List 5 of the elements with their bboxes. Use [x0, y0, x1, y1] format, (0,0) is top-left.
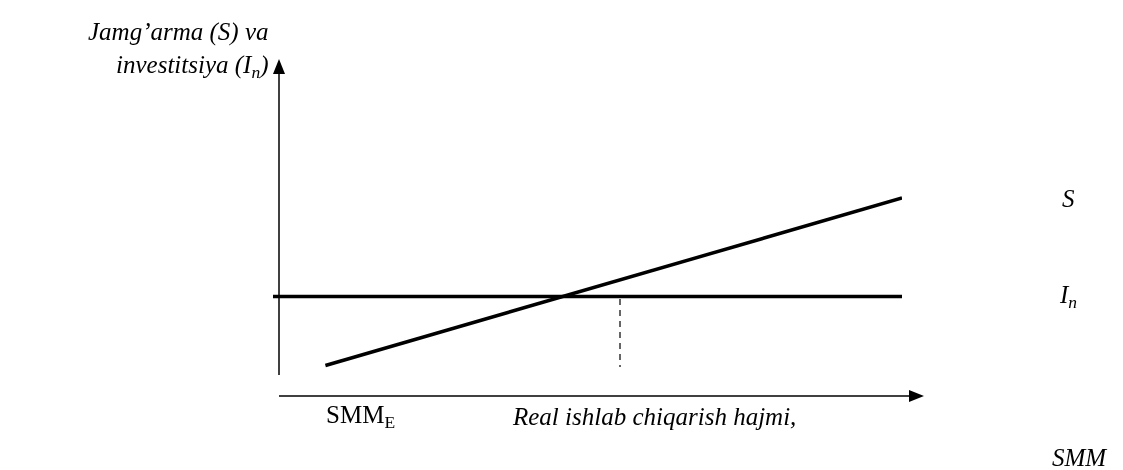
- text: SMM$_{E}$: [326, 401, 396, 433]
- text: Real ishlab chiqarish hajmi, SMM: [513, 403, 1107, 470]
- text: S: [1062, 185, 1075, 212]
- y-axis-title: Jamg’arma (S) va investitsiya (I$_{n}$): [88, 18, 269, 82]
- text: I$_{n}$: [1059, 281, 1078, 313]
